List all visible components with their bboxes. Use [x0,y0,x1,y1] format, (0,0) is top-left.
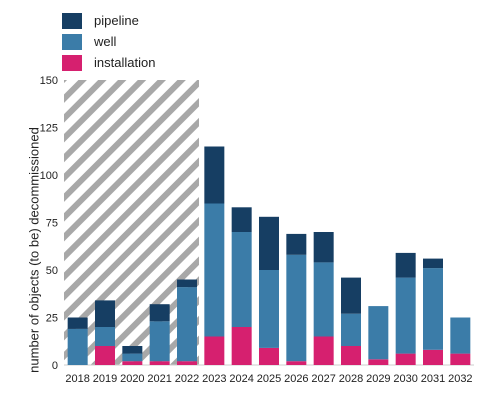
bar-pipeline-2023 [204,146,225,204]
bar-installation-2019 [95,346,115,365]
x-tick-label: 2018 [65,373,89,385]
x-tick-label: 2021 [147,373,171,385]
y-tick-label: 50 [46,265,58,277]
bar-pipeline-2026 [286,233,307,255]
bar-well-2032 [450,317,471,354]
y-tick-label: 0 [52,360,58,372]
bar-pipeline-2020 [122,346,143,354]
bar-well-2023 [204,203,225,337]
bar-well-2022 [177,287,197,362]
legend-swatch-pipeline [62,12,82,29]
bar-installation-2031 [423,349,443,365]
bar-well-2031 [423,268,443,350]
x-tick-label: 2030 [393,373,417,385]
bar-well-2030 [395,277,416,354]
bar-well-2028 [341,313,361,346]
bar-pipeline-2019 [95,300,115,327]
legend: pipeline well installation [62,10,155,73]
x-tick-label: 2023 [202,373,226,385]
bar-pipeline-2024 [231,207,252,232]
bar-well-2021 [149,321,170,362]
legend-item-pipeline: pipeline [62,10,155,31]
x-tick-label: 2032 [448,373,472,385]
y-tick-label: 150 [40,75,58,87]
legend-label-installation: installation [94,55,156,70]
bar-well-2026 [286,254,307,362]
bar-pipeline-2022 [177,279,197,288]
y-axis-label: number of objects (to be) decommissioned [26,127,42,373]
y-tick-label: 25 [46,313,58,325]
bar-pipeline-2018 [67,317,88,329]
bar-installation-2023 [204,336,225,365]
bar-well-2018 [67,328,88,365]
bar-installation-2029 [368,359,389,365]
x-tick-label: 2019 [93,373,117,385]
bar-installation-2024 [231,327,252,365]
legend-item-well: well [62,31,155,52]
bar-pipeline-2030 [395,252,416,278]
legend-swatch-installation [62,54,82,71]
bar-well-2024 [231,232,252,327]
bar-pipeline-2021 [149,304,170,322]
bar-well-2025 [259,270,279,348]
legend-swatch-well [62,33,82,50]
x-tick-label: 2024 [229,373,253,385]
bar-well-2029 [368,306,389,360]
legend-item-installation: installation [62,52,155,73]
bar-installation-2028 [341,346,361,365]
x-tick-label: 2027 [311,373,335,385]
bar-installation-2025 [259,347,279,365]
y-tick-label: 125 [40,123,58,135]
bar-installation-2021 [149,361,170,365]
x-tick-label: 2022 [175,373,199,385]
bar-pipeline-2028 [341,277,361,314]
bar-pipeline-2027 [313,232,334,263]
bar-well-2027 [313,262,334,337]
bar-installation-2032 [450,353,471,365]
x-tick-label: 2025 [257,373,281,385]
bar-well-2019 [95,327,115,346]
bar-pipeline-2031 [423,258,443,269]
bar-well-2020 [122,353,143,362]
x-tick-label: 2031 [421,373,445,385]
x-tick-label: 2020 [120,373,144,385]
x-tick-label: 2029 [366,373,390,385]
bar-installation-2026 [286,361,307,365]
y-tick-label: 100 [40,170,58,182]
bar-installation-2030 [395,353,416,365]
legend-label-pipeline: pipeline [94,13,139,28]
bar-installation-2022 [177,361,197,365]
x-tick-label: 2026 [284,373,308,385]
bar-pipeline-2025 [259,216,279,270]
x-tick-label: 2028 [339,373,363,385]
legend-label-well: well [94,34,117,49]
y-tick-label: 75 [46,218,58,230]
bar-installation-2027 [313,336,334,365]
bar-installation-2020 [122,361,143,365]
